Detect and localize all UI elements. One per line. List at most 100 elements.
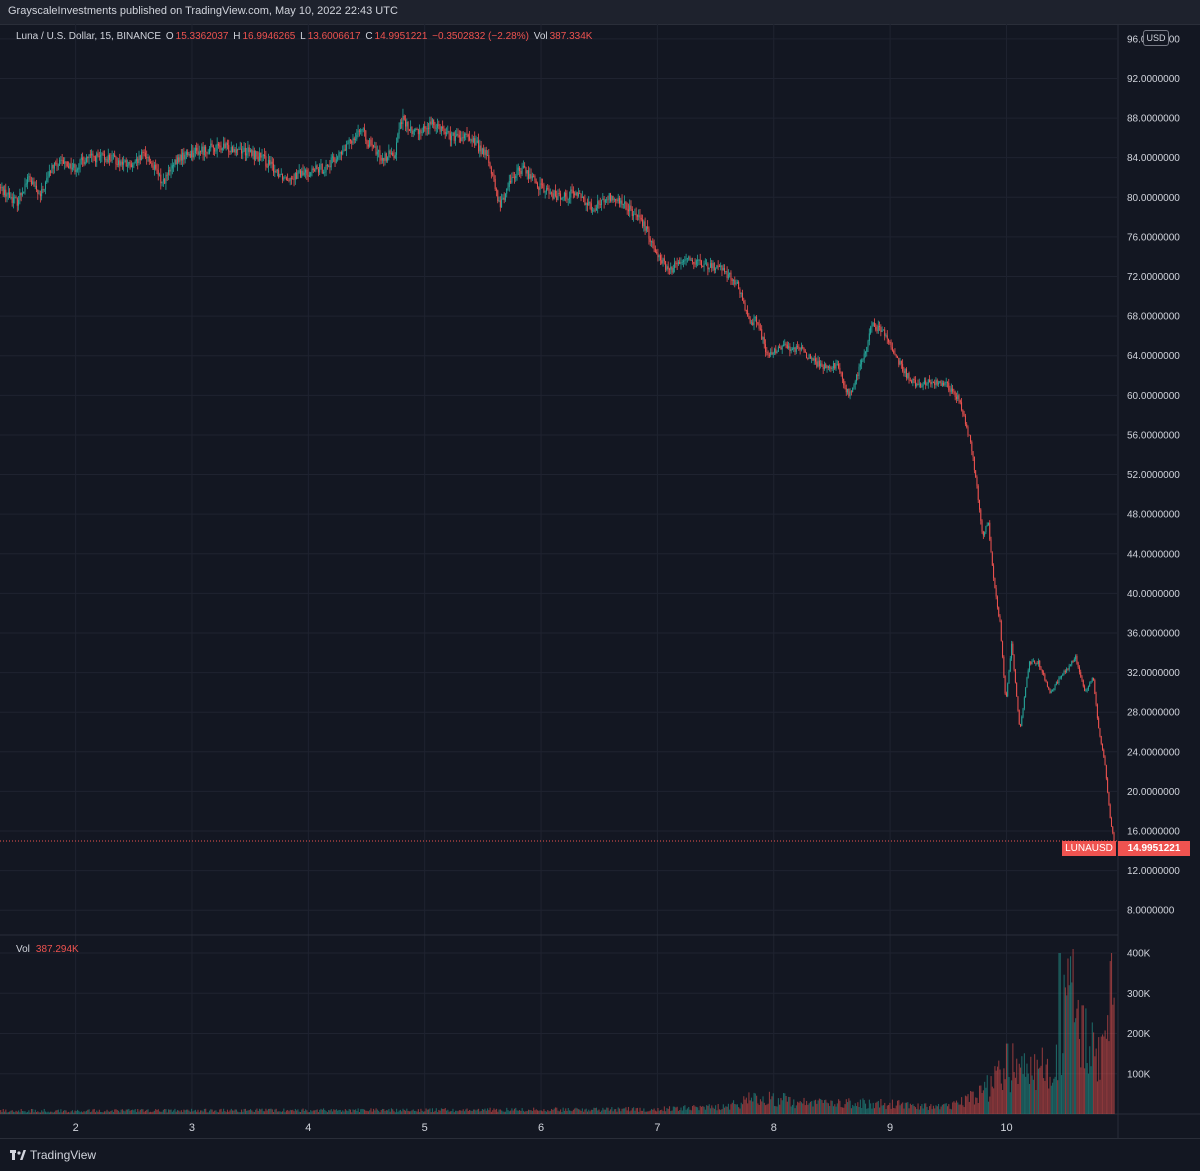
volume-bar	[877, 1100, 879, 1114]
candle-body	[575, 192, 577, 195]
candle-body	[91, 153, 93, 156]
candle-body	[734, 280, 736, 285]
candle-body	[894, 353, 896, 355]
candle-body	[556, 196, 558, 200]
volume-bar	[827, 1103, 829, 1114]
candle-body	[943, 382, 945, 386]
candle-body	[179, 154, 181, 162]
candle-body	[1063, 671, 1065, 674]
volume-bar	[356, 1111, 358, 1114]
candle-body	[75, 169, 77, 173]
candle-body	[362, 128, 364, 130]
candle-body	[583, 196, 585, 199]
volume-bar	[489, 1107, 491, 1114]
volume-bar	[197, 1109, 199, 1114]
volume-bar	[551, 1108, 553, 1114]
candle-body	[447, 131, 449, 133]
volume-bar	[695, 1106, 697, 1114]
candle-body	[918, 383, 920, 385]
candle-body	[1078, 667, 1080, 672]
candle-body	[762, 337, 764, 340]
volume-bar	[807, 1104, 809, 1114]
volume-bar	[12, 1111, 15, 1114]
candle-body	[538, 187, 540, 190]
candle-body	[633, 214, 635, 216]
volume-bar	[799, 1101, 801, 1114]
volume-bar	[48, 1112, 50, 1114]
volume-tick-label: 400K	[1127, 949, 1151, 960]
volume-bar	[900, 1103, 902, 1114]
candle-body	[293, 179, 295, 180]
volume-bar	[791, 1104, 794, 1114]
volume-bar	[531, 1111, 533, 1114]
candle-body	[32, 181, 34, 185]
volume-bar	[103, 1111, 106, 1114]
candle-body	[393, 156, 395, 158]
candle-body	[188, 153, 190, 155]
volume-bar	[248, 1110, 250, 1114]
candle-body	[210, 143, 212, 149]
time-tick-label: 10	[1000, 1122, 1012, 1134]
volume-bar	[32, 1109, 34, 1114]
volume-bar	[735, 1104, 737, 1114]
candle-body	[1067, 668, 1069, 670]
volume-bar	[991, 1086, 993, 1114]
volume-bar	[867, 1108, 869, 1114]
candle-body	[877, 326, 879, 332]
candle-body	[369, 139, 371, 147]
candle-body	[807, 357, 809, 359]
volume-bar	[413, 1110, 416, 1114]
candle-body	[23, 191, 25, 193]
candle-body	[624, 201, 626, 204]
candle-body	[867, 341, 869, 348]
volume-bar	[165, 1109, 167, 1114]
volume-bar	[47, 1111, 49, 1114]
volume-bar	[853, 1106, 855, 1114]
volume-bar	[80, 1111, 82, 1114]
candle-body	[416, 128, 418, 130]
time-tick-label: 9	[887, 1122, 893, 1134]
volume-bar	[456, 1110, 458, 1114]
candle-body	[85, 157, 87, 162]
volume-bar	[584, 1109, 586, 1114]
volume-bar	[840, 1107, 842, 1114]
candle-body	[1007, 683, 1009, 697]
candle-body	[968, 434, 970, 436]
candle-body	[454, 135, 456, 141]
volume-bar	[1026, 1063, 1028, 1114]
volume-bar	[803, 1097, 805, 1114]
volume-bar	[241, 1109, 243, 1114]
candle-body	[467, 134, 469, 137]
candle-body	[902, 363, 904, 372]
candle-body	[439, 125, 441, 132]
volume-bar	[516, 1110, 518, 1114]
volume-bar	[925, 1103, 927, 1114]
volume-bar	[144, 1110, 147, 1114]
volume-bar	[185, 1109, 188, 1114]
volume-bar	[397, 1111, 399, 1114]
price-chart[interactable]: 96.000000092.000000088.000000084.0000000…	[0, 24, 1200, 1138]
volume-bar	[576, 1108, 578, 1114]
volume-bar	[321, 1109, 323, 1114]
candle-body	[948, 382, 950, 391]
volume-bar	[41, 1110, 43, 1114]
volume-bar	[128, 1108, 130, 1114]
candle-body	[255, 151, 257, 160]
volume-bar	[328, 1109, 330, 1114]
tradingview-logo[interactable]: TradingView	[10, 1148, 96, 1162]
candle-body	[87, 157, 89, 159]
candle-body	[1009, 658, 1011, 672]
currency-button[interactable]: USD	[1143, 30, 1169, 46]
volume-bar	[704, 1109, 706, 1114]
candle-body	[1113, 832, 1115, 841]
volume-bar	[492, 1110, 494, 1114]
volume-bar	[1043, 1078, 1045, 1114]
candle-body	[241, 148, 243, 154]
candle-body	[274, 170, 276, 173]
volume-bar	[757, 1103, 759, 1114]
volume-bar	[686, 1108, 688, 1114]
candle-body	[1011, 643, 1013, 659]
candle-body	[194, 147, 196, 154]
open-label: O	[165, 31, 174, 42]
